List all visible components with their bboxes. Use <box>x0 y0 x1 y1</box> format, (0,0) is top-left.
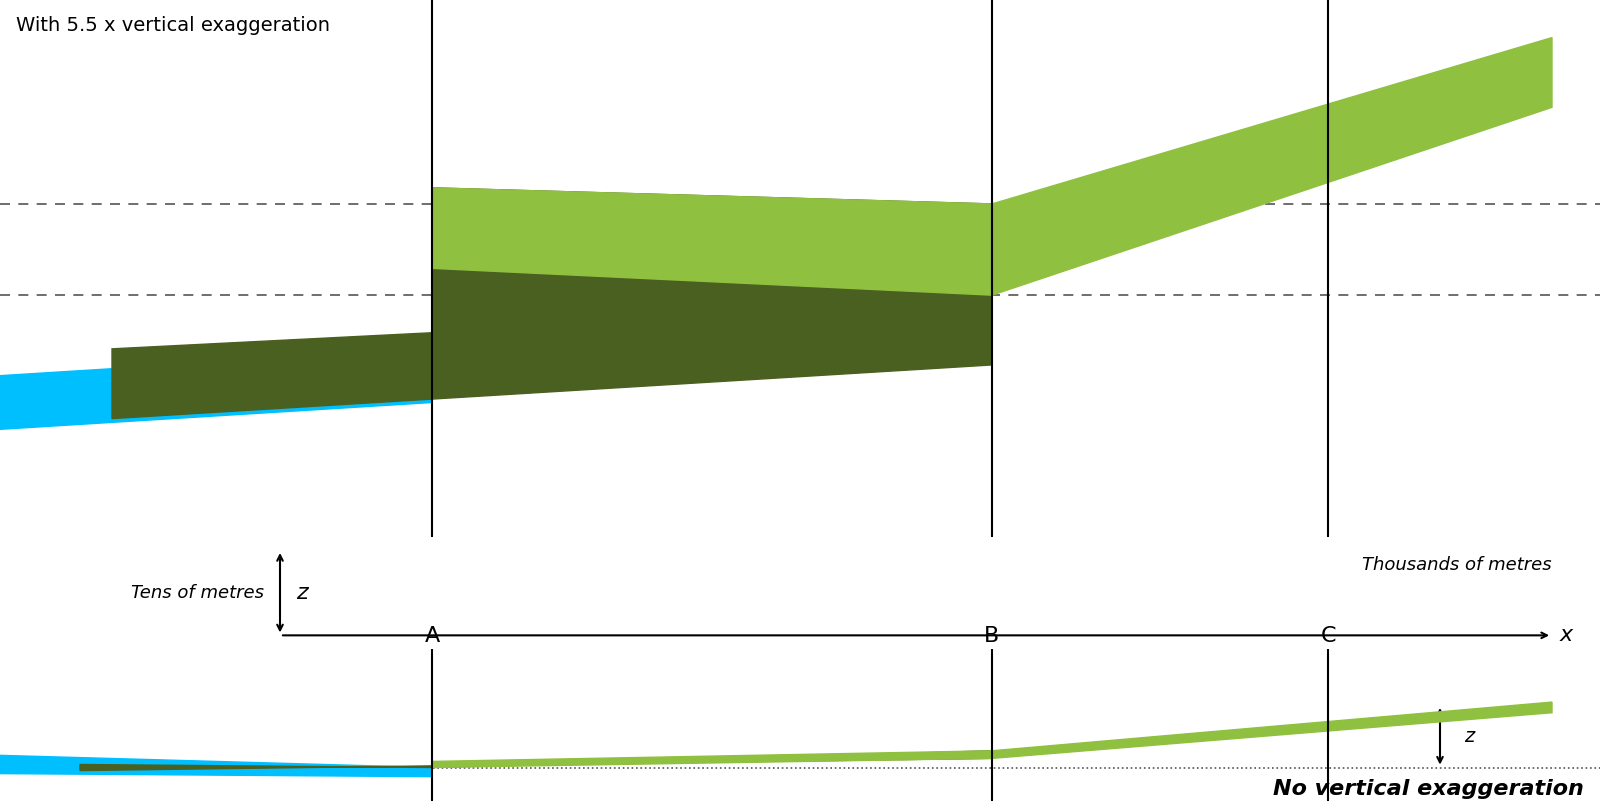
Text: B: B <box>984 626 1000 646</box>
Polygon shape <box>432 702 1552 767</box>
Polygon shape <box>0 755 432 777</box>
Text: Thousands of metres: Thousands of metres <box>1362 556 1552 574</box>
Polygon shape <box>112 187 992 419</box>
Text: z: z <box>1464 727 1474 746</box>
Polygon shape <box>0 349 432 429</box>
Text: With 5.5 x vertical exaggeration: With 5.5 x vertical exaggeration <box>16 16 330 35</box>
Text: Tens of metres: Tens of metres <box>131 584 264 602</box>
Text: C: C <box>1320 626 1336 646</box>
Text: z: z <box>296 583 307 602</box>
Text: x: x <box>1560 626 1573 646</box>
Polygon shape <box>432 38 1552 295</box>
Text: No vertical exaggeration: No vertical exaggeration <box>1274 779 1584 799</box>
Polygon shape <box>80 751 992 771</box>
Text: A: A <box>424 626 440 646</box>
